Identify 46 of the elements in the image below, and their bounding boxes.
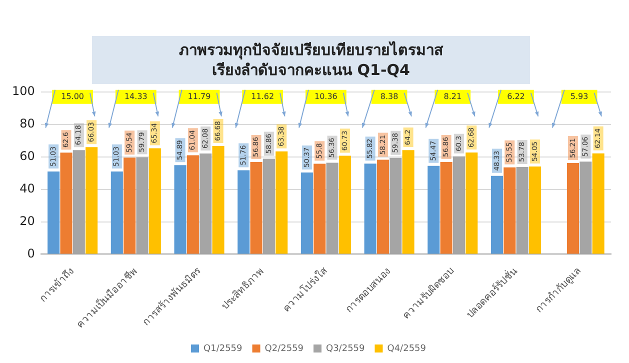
y-tick-label: 100 [12,84,35,98]
bar [314,164,326,254]
annotation: 6.22 [507,92,525,101]
legend-label: Q4/2559 [387,344,426,354]
bar [592,153,604,254]
chart-title: ภาพรวมทุกปัจจัยเปรียบเทียบรายไตรมาส เรียงลำดับจากคะแนน Q1-Q4 [92,36,530,84]
bar [238,170,250,254]
annotation: 14.33 [124,92,148,101]
legend-label: Q2/2559 [264,344,304,354]
annotation: 10.36 [314,92,338,101]
y-tick-label: 20 [20,214,35,228]
y-tick-label: 40 [20,181,35,196]
bar [338,156,351,254]
bar [250,162,262,254]
bar [364,164,376,254]
bar [60,152,72,254]
annotation: 8.38 [380,92,398,101]
bar [148,148,161,254]
annotation: 5.93 [570,92,588,101]
bar [440,162,452,254]
bar [528,166,542,254]
bar [376,160,389,254]
bar [490,176,503,254]
annotation: 11.79 [188,92,211,101]
bar [402,150,414,254]
bar [276,151,288,254]
bar [186,155,199,254]
bar [48,171,60,254]
bar [174,165,186,254]
legend-label: Q1/2559 [204,344,243,354]
annotation: 8.21 [444,92,462,101]
bar [212,146,224,254]
bar [466,152,478,254]
y-tick-label: 0 [27,246,35,260]
bar [428,166,440,254]
legend-label: Q3/2559 [326,344,366,354]
bar [504,167,516,254]
annotation: 15.00 [61,92,84,101]
bar [86,147,98,254]
bar [566,163,580,254]
y-tick-label: 80 [20,116,35,131]
bar [110,171,123,254]
bar [300,172,313,254]
y-tick-label: 60 [20,149,35,164]
annotation: 11.62 [251,92,274,101]
bar [124,158,136,254]
